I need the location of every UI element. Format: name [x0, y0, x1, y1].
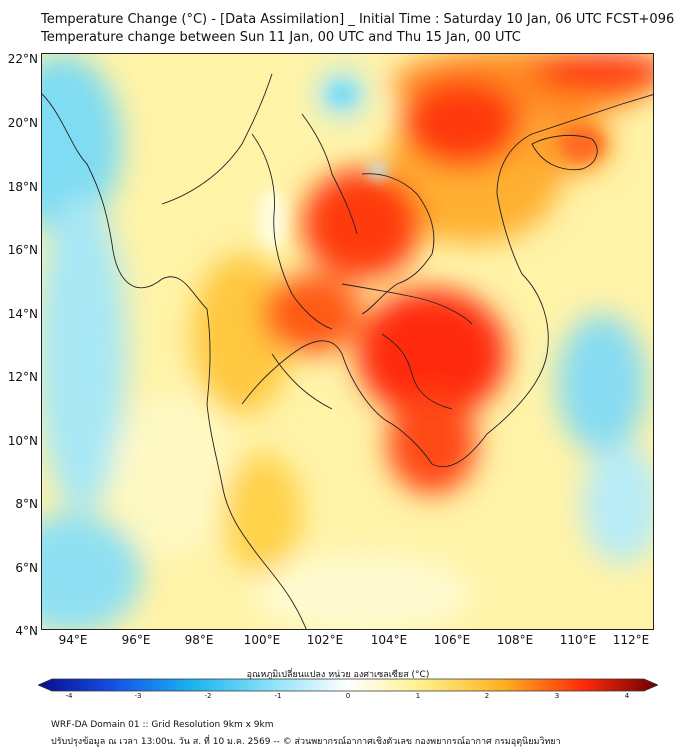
lat-label: 14°N [7, 307, 38, 321]
lon-label: 110°E [559, 633, 597, 647]
footer-credit: ปรับปรุงข้อมูล ณ เวลา 13:00น. วัน ส. ที่… [51, 737, 561, 747]
lon-label: 102°E [306, 633, 344, 647]
colorbar [38, 678, 658, 692]
colorbar-tick: -2 [204, 692, 212, 700]
lat-label: 16°N [7, 243, 38, 257]
colorbar-tick: 4 [624, 692, 630, 700]
colorbar-tick: -3 [134, 692, 142, 700]
lon-label: 100°E [243, 633, 281, 647]
temperature-field [42, 54, 653, 629]
lon-label: 112°E [612, 633, 650, 647]
lon-label: 104°E [370, 633, 408, 647]
colorbar-tick: 0 [345, 692, 351, 700]
lat-label: 6°N [15, 561, 38, 575]
map-subtitle: Temperature change between Sun 11 Jan, 0… [41, 30, 521, 45]
lat-label: 4°N [15, 624, 38, 638]
lon-label: 94°E [58, 633, 88, 647]
colorbar-tick: 2 [484, 692, 490, 700]
lat-label: 8°N [15, 497, 38, 511]
lat-label: 22°N [7, 52, 38, 66]
lon-label: 108°E [496, 633, 534, 647]
lon-label: 96°E [121, 633, 151, 647]
colorbar-tick: -4 [65, 692, 73, 700]
footer-model-info: WRF-DA Domain 01 :: Grid Resolution 9km … [51, 720, 274, 730]
colorbar-title: อุณหภูมิเปลี่ยนแปลง หน่วย องศาเซลเซียส (… [246, 670, 430, 680]
lat-label: 18°N [7, 180, 38, 194]
colorbar-tick: 1 [415, 692, 421, 700]
coastlines-and-borders [42, 73, 653, 629]
lat-label: 12°N [7, 370, 38, 384]
colorbar-tick: -1 [274, 692, 282, 700]
temperature-change-map [41, 53, 654, 630]
lat-label: 10°N [7, 434, 38, 448]
lon-label: 106°E [433, 633, 471, 647]
colorbar-tick: 3 [554, 692, 560, 700]
map-title: Temperature Change (°C) - [Data Assimila… [41, 12, 675, 27]
lon-label: 98°E [184, 633, 214, 647]
map-canvas [42, 54, 653, 629]
lat-label: 20°N [7, 116, 38, 130]
